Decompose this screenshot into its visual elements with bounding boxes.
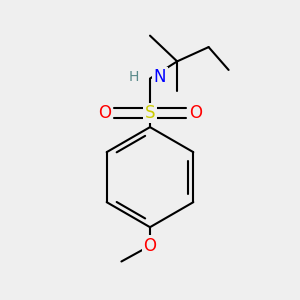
Text: O: O (143, 237, 157, 255)
Text: N: N (154, 68, 166, 86)
Text: O: O (189, 104, 202, 122)
Text: H: H (129, 70, 140, 84)
Text: S: S (145, 104, 155, 122)
Text: O: O (98, 104, 111, 122)
